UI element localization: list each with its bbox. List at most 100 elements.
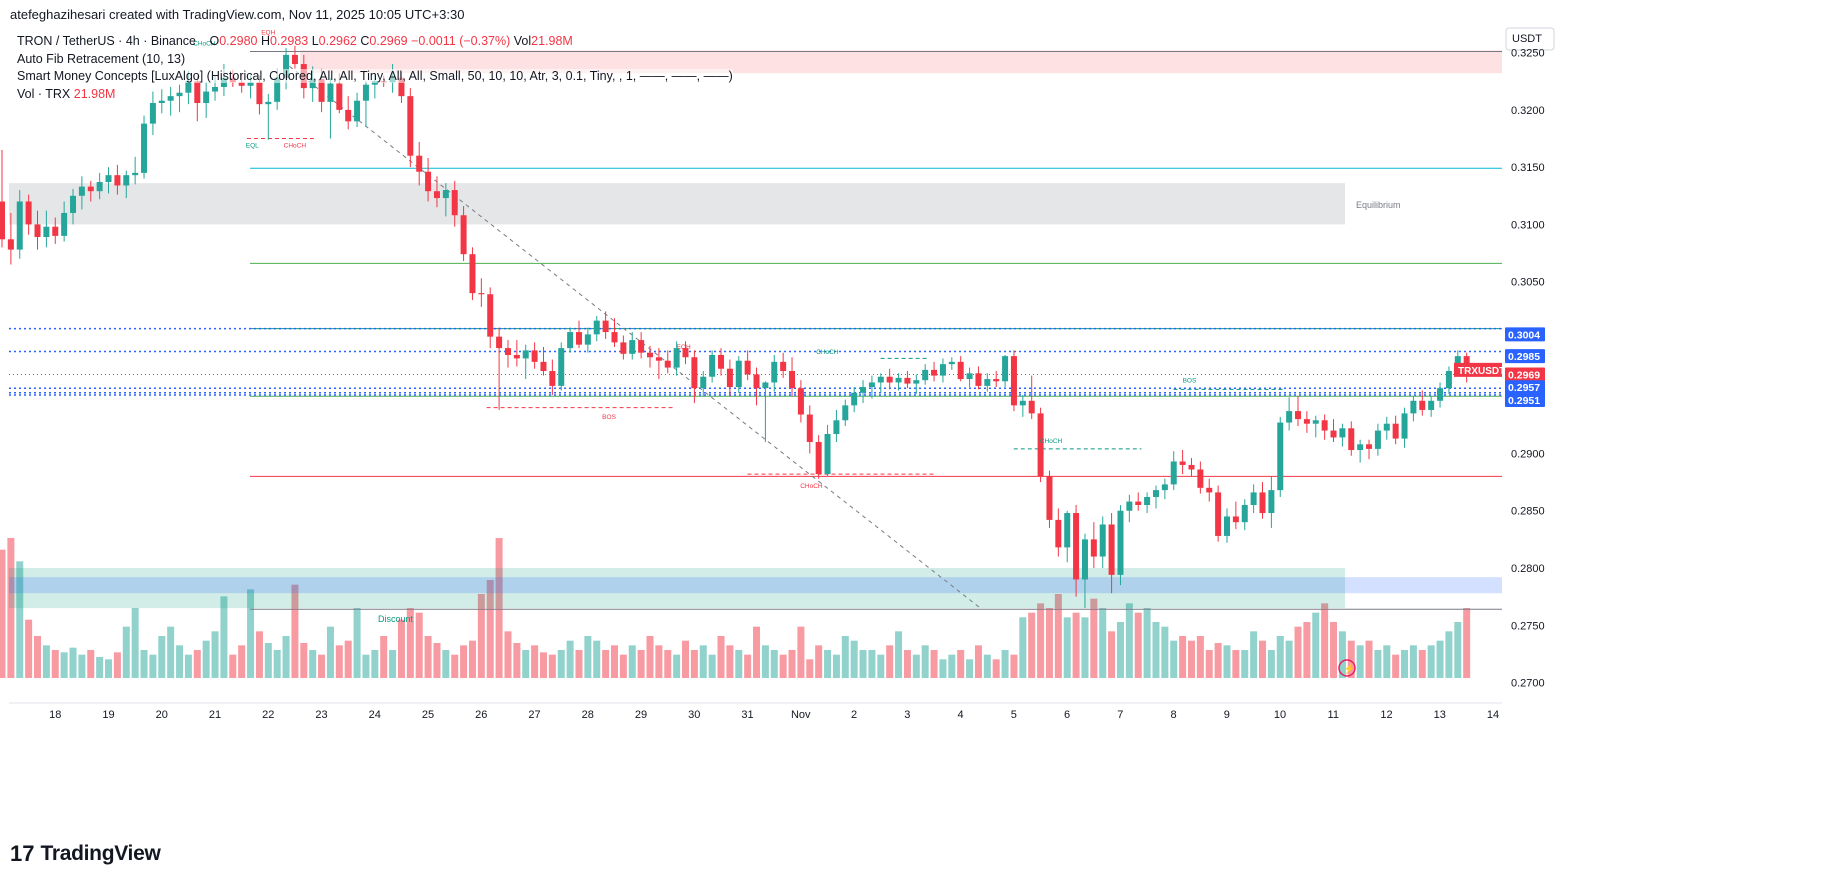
candle-body[interactable]	[1348, 428, 1355, 451]
candle-body[interactable]	[886, 376, 893, 383]
candle-body[interactable]	[1286, 411, 1293, 423]
legend-indicator-fib[interactable]: Auto Fib Retracement (10, 13)	[17, 51, 733, 69]
candle-body[interactable]	[1215, 492, 1222, 536]
candle-body[interactable]	[1428, 400, 1435, 410]
candle-body[interactable]	[513, 354, 520, 359]
candle-body[interactable]	[833, 420, 840, 434]
candle-body[interactable]	[1445, 371, 1452, 389]
candle-body[interactable]	[0, 201, 5, 240]
candle-body[interactable]	[984, 379, 991, 386]
candle-body[interactable]	[611, 332, 618, 343]
candle-body[interactable]	[549, 371, 556, 386]
candle-body[interactable]	[1135, 501, 1142, 506]
candle-body[interactable]	[584, 334, 591, 345]
candle-body[interactable]	[1152, 490, 1159, 497]
candle-body[interactable]	[496, 336, 503, 349]
candle-body[interactable]	[789, 371, 796, 389]
candle-body[interactable]	[522, 350, 529, 359]
candle-body[interactable]	[52, 226, 59, 236]
candle-body[interactable]	[1437, 388, 1444, 401]
candle-body[interactable]	[655, 357, 662, 361]
candle-body[interactable]	[851, 392, 858, 406]
candle-body[interactable]	[1330, 430, 1337, 438]
candle-body[interactable]	[398, 77, 405, 97]
candle-body[interactable]	[327, 83, 334, 102]
candle-body[interactable]	[815, 442, 822, 475]
price-tag[interactable]	[1505, 327, 1545, 342]
candle-body[interactable]	[1401, 413, 1408, 439]
candle-body[interactable]	[96, 182, 103, 192]
currency-box[interactable]	[1505, 27, 1555, 51]
candle-body[interactable]	[1046, 476, 1053, 520]
candle-body[interactable]	[1028, 400, 1035, 414]
candle-body[interactable]	[1117, 510, 1124, 575]
candle-body[interactable]	[416, 155, 423, 172]
legend-symbol[interactable]: TRON / TetherUS · 4h · Binance	[17, 34, 197, 48]
candle-body[interactable]	[1277, 422, 1284, 491]
candle-body[interactable]	[957, 361, 964, 380]
price-chart[interactable]: Equilibrium Discount CHoCH EQH EQL CHoCH EQH BO…	[0, 26, 1835, 826]
candle-body[interactable]	[575, 332, 582, 345]
candle-body[interactable]	[70, 195, 77, 213]
candle-body[interactable]	[1259, 492, 1266, 514]
candle-body[interactable]	[682, 348, 689, 358]
price-tag[interactable]	[1505, 349, 1545, 364]
candle-body[interactable]	[105, 175, 112, 183]
legend-symbol-row[interactable]: TRON / TetherUS · 4h · Binance O0.2980 H…	[17, 33, 733, 51]
candle-body[interactable]	[176, 92, 183, 97]
candle-body[interactable]	[1419, 400, 1426, 410]
candle-body[interactable]	[318, 78, 325, 102]
candle-body[interactable]	[87, 186, 94, 192]
candle-body[interactable]	[309, 78, 316, 89]
candle-body[interactable]	[212, 86, 219, 92]
candle-body[interactable]	[25, 201, 32, 225]
price-axis[interactable]	[1505, 26, 1835, 826]
candle-body[interactable]	[1232, 516, 1239, 523]
candle-body[interactable]	[1392, 423, 1399, 439]
legend-smc-label[interactable]: Smart Money Concepts [LuxAlgo] (Historic…	[17, 69, 733, 83]
candle-body[interactable]	[283, 54, 290, 78]
candle-body[interactable]	[877, 376, 884, 383]
legend-indicator-smc[interactable]: Smart Money Concepts [LuxAlgo] (Historic…	[17, 68, 733, 86]
candle-body[interactable]	[771, 361, 778, 383]
candle-body[interactable]	[1073, 513, 1080, 580]
candle-body[interactable]	[1126, 501, 1133, 511]
candle-body[interactable]	[753, 374, 760, 389]
candle-body[interactable]	[948, 361, 955, 365]
candle-body[interactable]	[1188, 464, 1195, 470]
candle-body[interactable]	[762, 382, 769, 389]
candle-body[interactable]	[1197, 469, 1204, 488]
legend-indicator-vol[interactable]: Vol · TRX 21.98M	[17, 86, 733, 104]
candle-body[interactable]	[824, 434, 831, 475]
candle-body[interactable]	[966, 373, 973, 380]
candle-body[interactable]	[1099, 524, 1106, 557]
candle-body[interactable]	[43, 226, 50, 238]
candle-body[interactable]	[185, 81, 192, 93]
candle-body[interactable]	[345, 109, 352, 122]
candle-body[interactable]	[504, 348, 511, 355]
candle-body[interactable]	[1170, 461, 1177, 485]
candle-body[interactable]	[726, 368, 733, 388]
candle-body[interactable]	[1339, 428, 1346, 438]
candle-body[interactable]	[629, 340, 636, 354]
candle-body[interactable]	[61, 212, 68, 236]
candle-body[interactable]	[709, 354, 716, 377]
candle-body[interactable]	[1055, 519, 1062, 548]
candle-body[interactable]	[1144, 496, 1151, 506]
candle-body[interactable]	[1321, 420, 1328, 431]
candle-body[interactable]	[7, 239, 14, 250]
candle-body[interactable]	[638, 340, 645, 353]
candle-body[interactable]	[1019, 400, 1026, 406]
candle-body[interactable]	[1090, 539, 1097, 557]
candle-body[interactable]	[149, 103, 156, 124]
candle-body[interactable]	[780, 361, 787, 372]
candle-body[interactable]	[895, 377, 902, 383]
candle-body[interactable]	[931, 369, 938, 376]
event-marker-icon[interactable]	[1338, 659, 1356, 677]
candle-body[interactable]	[274, 77, 281, 102]
candle-body[interactable]	[1357, 444, 1364, 451]
candle-body[interactable]	[1250, 492, 1257, 506]
candle-body[interactable]	[718, 354, 725, 369]
candle-body[interactable]	[478, 293, 485, 295]
candle-body[interactable]	[1241, 505, 1248, 523]
